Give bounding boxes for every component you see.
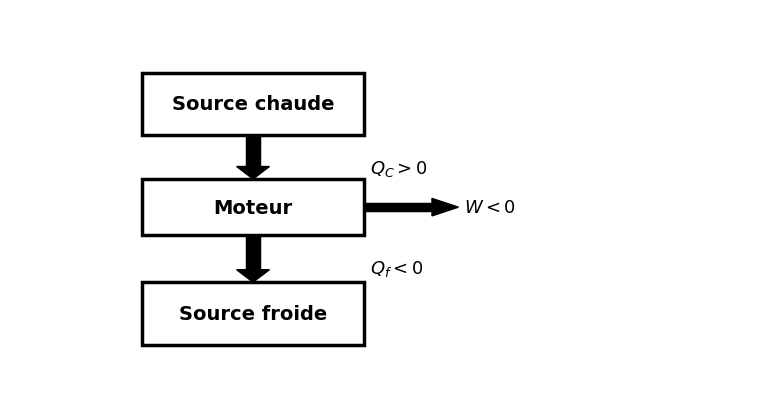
Text: $W < 0$: $W < 0$ <box>464 199 516 217</box>
Text: $Q_C > 0$: $Q_C > 0$ <box>370 159 428 179</box>
Text: Moteur: Moteur <box>213 198 293 217</box>
Text: Source chaude: Source chaude <box>172 95 335 114</box>
Polygon shape <box>237 270 269 283</box>
Polygon shape <box>247 236 259 270</box>
Polygon shape <box>237 167 269 179</box>
FancyBboxPatch shape <box>142 179 365 236</box>
FancyBboxPatch shape <box>142 283 365 345</box>
Polygon shape <box>247 136 259 167</box>
Text: Source froide: Source froide <box>179 304 327 323</box>
FancyBboxPatch shape <box>142 74 365 136</box>
Text: $Q_f < 0$: $Q_f < 0$ <box>370 258 424 278</box>
Polygon shape <box>365 205 432 211</box>
Polygon shape <box>432 199 459 216</box>
